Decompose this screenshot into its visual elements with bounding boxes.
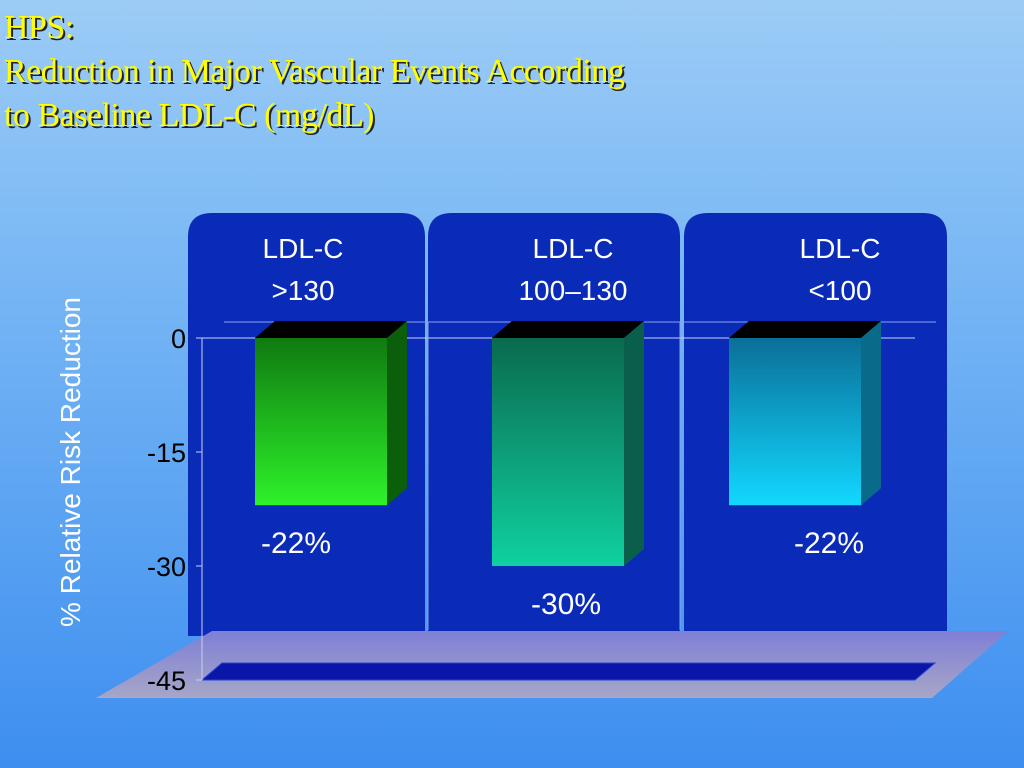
bar-side-face <box>861 321 881 506</box>
data-label: -22% <box>794 527 864 560</box>
bar-top-face <box>255 321 407 338</box>
bar <box>492 338 624 566</box>
data-label: -22% <box>261 527 331 560</box>
category-label: 100–130 <box>518 275 627 306</box>
y-tick-label: -30 <box>147 552 186 582</box>
bar-top-face <box>729 321 881 338</box>
category-label: LDL-C <box>800 233 881 264</box>
category-label: >130 <box>271 275 334 306</box>
y-tick-label: -45 <box>147 666 186 696</box>
bar-side-face <box>387 321 407 506</box>
category-label: LDL-C <box>263 233 344 264</box>
data-label: -30% <box>531 588 601 621</box>
bar <box>255 338 387 506</box>
slide-title: HPS: Reduction in Major Vascular Events … <box>4 6 625 138</box>
title-line: Reduction in Major Vascular Events Accor… <box>4 53 625 90</box>
title-line: to Baseline LDL-C (mg/dL) <box>4 97 374 134</box>
y-tick-label: 0 <box>171 324 186 354</box>
y-tick-label: -15 <box>147 438 186 468</box>
floor-plane <box>200 662 937 681</box>
title-line: HPS: <box>4 9 74 46</box>
bar-side-face <box>624 321 644 566</box>
category-label: <100 <box>808 275 871 306</box>
bar <box>729 338 861 506</box>
category-label: LDL-C <box>533 233 614 264</box>
y-axis-title: % Relative Risk Reduction <box>55 297 86 627</box>
bar-top-face <box>492 321 644 338</box>
